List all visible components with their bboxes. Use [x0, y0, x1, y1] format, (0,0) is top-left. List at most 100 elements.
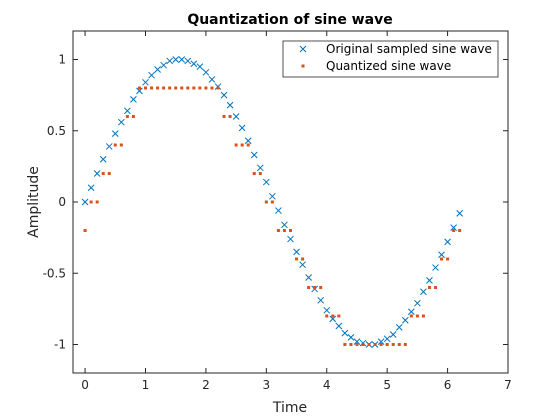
data-point-original: [196, 63, 204, 70]
data-point-original: [166, 57, 174, 65]
data-point-quantized: [307, 286, 311, 289]
data-point-original: [256, 164, 264, 172]
data-point-original: [456, 210, 464, 217]
data-point-quantized: [216, 86, 220, 90]
legend-marker-original: [299, 45, 307, 53]
data-point-quantized: [131, 115, 135, 118]
legend-label-original: Original sampled sine wave: [326, 42, 492, 56]
data-point-quantized: [361, 343, 365, 346]
data-point-quantized: [452, 229, 456, 232]
data-point-quantized: [119, 143, 123, 147]
data-point-quantized: [313, 286, 317, 289]
data-point-quantized: [367, 343, 371, 346]
data-point-original: [420, 288, 427, 296]
plot-area: [73, 31, 508, 373]
legend-marker-quantized: [301, 64, 305, 68]
data-point-quantized: [282, 229, 286, 232]
data-point-quantized: [228, 115, 232, 118]
data-point-original: [275, 207, 282, 214]
data-point-original: [148, 71, 155, 79]
data-point-original: [335, 322, 343, 330]
data-point-original: [178, 56, 186, 63]
data-point-original: [305, 274, 312, 281]
y-tick-label: 1: [58, 53, 66, 67]
data-point-quantized: [95, 200, 99, 204]
data-point-original: [414, 299, 421, 307]
data-point-original: [220, 91, 228, 99]
y-tick-label: -0.5: [43, 266, 66, 280]
data-point-quantized: [427, 286, 431, 289]
data-point-quantized: [168, 86, 172, 90]
data-point-original: [438, 251, 445, 259]
data-point-original: [269, 192, 276, 200]
y-axis-label: Amplitude: [26, 166, 42, 238]
data-point-quantized: [440, 257, 444, 261]
data-point-original: [444, 238, 451, 246]
data-point-quantized: [270, 200, 274, 204]
data-point-original: [117, 118, 125, 126]
data-point-quantized: [192, 86, 196, 90]
y-tick-label: 0.5: [47, 124, 66, 138]
legend-label-quantized: Quantized sine wave: [326, 59, 451, 73]
data-point-original: [432, 264, 439, 271]
data-point-quantized: [391, 343, 395, 346]
data-point-quantized: [434, 286, 437, 289]
data-point-original: [401, 316, 409, 324]
data-point-quantized: [403, 343, 407, 346]
data-point-original: [341, 329, 349, 337]
data-point-original: [238, 124, 246, 132]
data-point-quantized: [234, 143, 238, 147]
data-point-quantized: [458, 229, 462, 232]
data-point-quantized: [150, 86, 154, 90]
data-point-quantized: [343, 343, 347, 346]
data-point-original: [81, 198, 89, 206]
data-point-original: [383, 335, 391, 343]
data-point-quantized: [276, 229, 280, 232]
data-point-original: [262, 178, 270, 186]
chart-title: Quantization of sine wave: [187, 12, 392, 28]
data-point-quantized: [113, 143, 117, 147]
data-point-quantized: [258, 172, 262, 175]
data-point-original: [287, 235, 294, 243]
data-point-quantized: [222, 115, 226, 118]
x-tick-label: 1: [142, 378, 150, 392]
data-point-original: [450, 224, 457, 232]
data-point-original: [190, 60, 198, 68]
data-point-quantized: [349, 343, 353, 346]
data-point-original: [389, 331, 397, 338]
legend: Original sampled sine wave Quantized sin…: [282, 40, 499, 78]
data-point-quantized: [83, 229, 87, 232]
y-tick-label: -1: [54, 338, 66, 352]
series-original-sampled: [81, 56, 464, 348]
series-quantized: [83, 86, 462, 346]
x-tick-label: 7: [504, 378, 512, 392]
x-axis-label: Time: [272, 400, 307, 416]
data-point-original: [87, 184, 95, 192]
data-point-original: [208, 76, 216, 83]
data-point-original: [172, 56, 180, 63]
data-point-original: [111, 130, 119, 137]
data-point-quantized: [210, 86, 214, 90]
data-point-quantized: [144, 86, 147, 90]
x-tick-label: 5: [383, 378, 391, 392]
data-point-quantized: [264, 200, 268, 204]
data-point-quantized: [204, 86, 208, 90]
data-point-quantized: [446, 257, 450, 261]
data-point-quantized: [421, 314, 425, 318]
data-point-quantized: [240, 143, 244, 147]
data-point-original: [124, 107, 131, 115]
data-point-quantized: [289, 229, 292, 232]
data-point-original: [407, 308, 415, 316]
data-point-original: [329, 315, 337, 323]
data-point-quantized: [331, 314, 335, 318]
data-point-original: [317, 296, 325, 304]
plot-box: [72, 30, 509, 374]
x-tick-label: 4: [323, 378, 331, 392]
data-point-original: [154, 66, 161, 73]
data-point-original: [250, 151, 258, 159]
data-point-quantized: [125, 115, 129, 118]
data-point-original: [244, 137, 252, 145]
data-point-original: [226, 101, 234, 109]
data-point-quantized: [101, 172, 105, 175]
